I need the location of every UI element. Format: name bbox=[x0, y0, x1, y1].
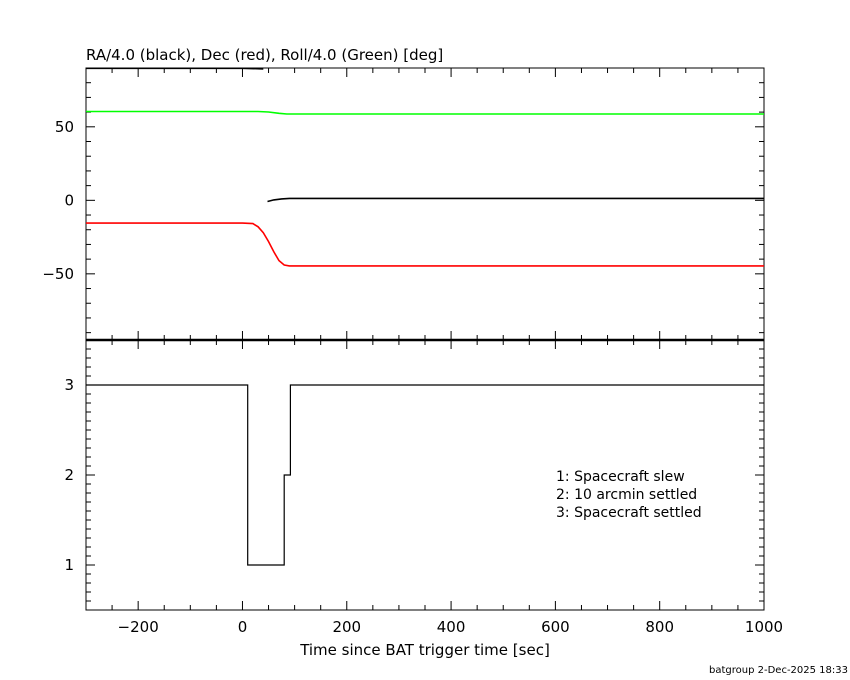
x-tick-label: 1000 bbox=[745, 618, 783, 636]
attitude-series-line bbox=[267, 197, 764, 203]
settle-status-line bbox=[86, 384, 764, 566]
attitude-series-line bbox=[86, 110, 764, 115]
x-tick-label: 200 bbox=[332, 618, 361, 636]
y-tick-label: 3 bbox=[64, 376, 74, 394]
attitude-y-tick-labels: −50 0 50 bbox=[42, 118, 74, 283]
attitude-series-line bbox=[86, 67, 264, 70]
status-legend-entry: 3: Spacecraft settled bbox=[556, 505, 702, 521]
y-tick-label: 1 bbox=[64, 556, 74, 574]
status-legend-entry: 2: 10 arcmin settled bbox=[556, 487, 697, 503]
settle-status-ticks bbox=[85, 339, 765, 611]
y-tick-label: 2 bbox=[64, 466, 74, 484]
time-x-tick-labels: −200 0 200 400 600 800 1000 bbox=[118, 618, 784, 636]
x-tick-label: 0 bbox=[238, 618, 248, 636]
y-tick-label: 50 bbox=[55, 118, 74, 136]
settle-status-panel: 1 2 3 −200 0 200 400 600 800 1000 1: Spacecraft … bbox=[64, 339, 784, 659]
attitude-ticks bbox=[85, 67, 765, 340]
y-tick-label: 0 bbox=[64, 191, 74, 209]
status-legend: 1: Spacecraft slew 2: 10 arcmin settled … bbox=[556, 469, 702, 521]
x-tick-label: 800 bbox=[645, 618, 674, 636]
y-tick-label: −50 bbox=[42, 265, 74, 283]
attitude-chart-title: RA/4.0 (black), Dec (red), Roll/4.0 (Gre… bbox=[86, 46, 443, 64]
x-tick-label: 600 bbox=[541, 618, 570, 636]
settle-status-series bbox=[86, 384, 764, 566]
x-tick-label: 400 bbox=[437, 618, 466, 636]
settle-status-y-tick-labels: 1 2 3 bbox=[64, 376, 74, 574]
status-legend-entry: 1: Spacecraft slew bbox=[556, 469, 685, 485]
footer-credit: batgroup 2-Dec-2025 18:33 bbox=[709, 665, 848, 676]
x-tick-label: −200 bbox=[118, 618, 159, 636]
x-axis-label: Time since BAT trigger time [sec] bbox=[299, 641, 550, 659]
attitude-panel: −50 0 50 RA/4.0 (black), Dec (red), Roll/4… bbox=[42, 46, 765, 341]
attitude-series bbox=[86, 67, 764, 267]
attitude-series-line bbox=[86, 222, 764, 267]
attitude-plot-frame bbox=[85, 67, 765, 341]
